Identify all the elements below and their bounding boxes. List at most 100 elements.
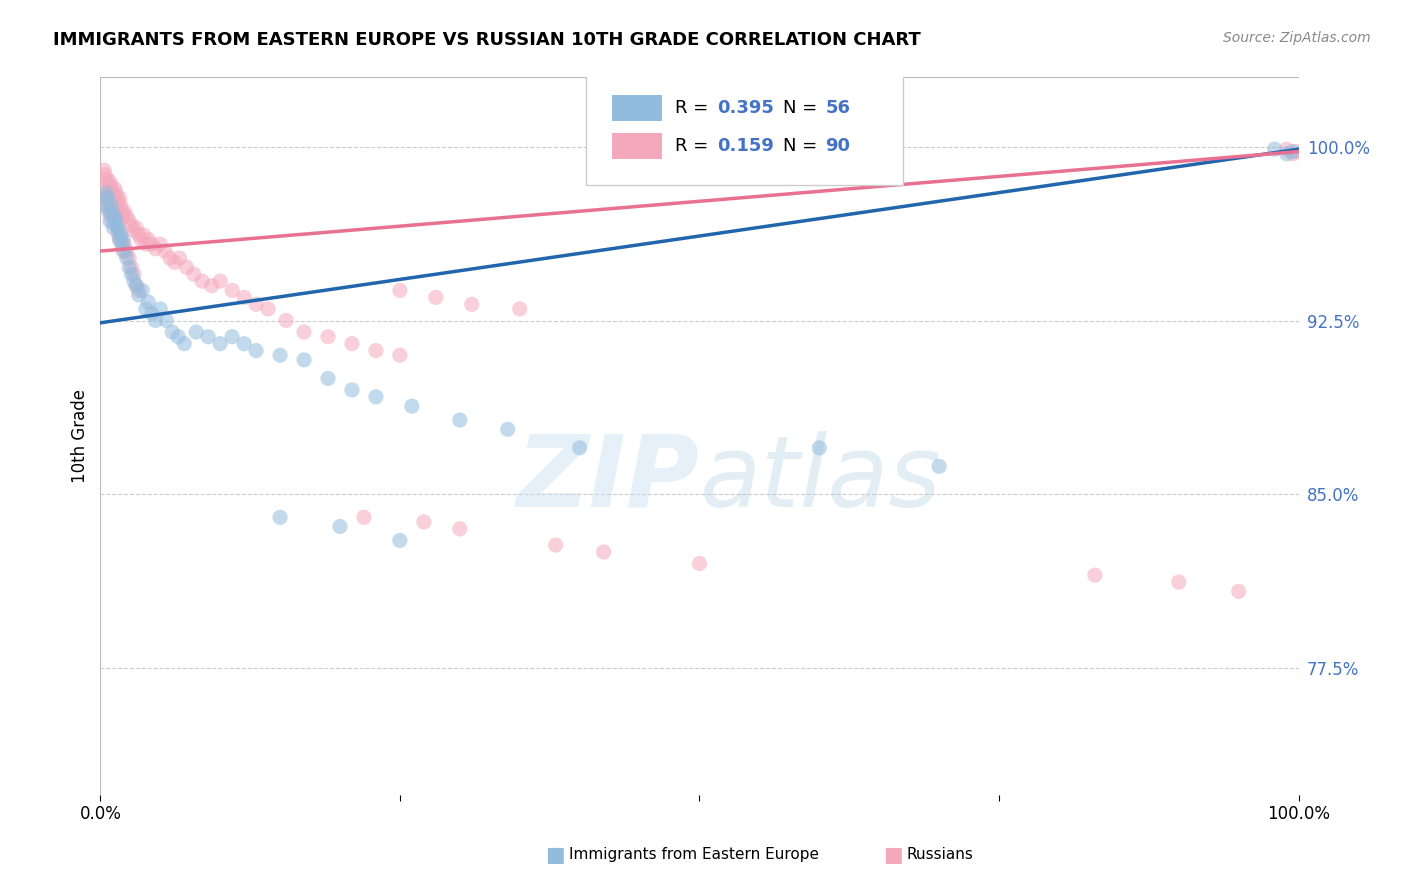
FancyBboxPatch shape (612, 95, 662, 121)
Point (233, 336, 256, 351)
Point (129, 232, 152, 246)
Point (101, 204, 124, 219)
Point (155, 313, 177, 327)
Point (96, 191, 118, 205)
Point (96, 186, 118, 201)
Point (105, 221, 128, 235)
Point (1281, 145, 1303, 159)
Point (122, 274, 145, 288)
Text: Russians: Russians (907, 847, 974, 862)
Point (167, 329, 190, 343)
Point (292, 325, 315, 339)
Point (340, 383, 363, 397)
Point (1264, 142, 1286, 156)
Point (100, 210, 122, 224)
Point (98, 204, 121, 219)
Point (110, 198, 132, 212)
Point (388, 348, 411, 362)
Point (101, 214, 124, 228)
Text: ■: ■ (546, 845, 565, 864)
Text: atlas: atlas (699, 431, 941, 528)
Point (269, 510, 291, 524)
Point (1275, 142, 1298, 156)
Point (461, 297, 484, 311)
Point (449, 413, 471, 427)
Point (496, 422, 519, 436)
Point (96, 198, 118, 212)
Point (364, 343, 387, 358)
Point (128, 227, 150, 242)
Point (136, 232, 159, 246)
Point (209, 336, 232, 351)
Point (201, 278, 224, 293)
Point (257, 301, 280, 316)
Point (108, 191, 131, 205)
Point (316, 329, 339, 343)
Point (121, 267, 143, 281)
Point (132, 227, 155, 242)
Point (449, 522, 471, 536)
Point (135, 301, 157, 316)
Point (128, 288, 150, 302)
Point (329, 519, 352, 533)
Point (141, 307, 163, 321)
Point (135, 237, 157, 252)
Text: N =: N = (783, 99, 824, 117)
Point (118, 251, 141, 265)
Point (112, 204, 135, 219)
Text: 90: 90 (825, 136, 851, 154)
Point (221, 329, 243, 343)
FancyBboxPatch shape (612, 133, 662, 159)
Point (103, 191, 125, 205)
Y-axis label: 10th Grade: 10th Grade (72, 389, 89, 483)
Point (340, 336, 363, 351)
Point (93, 198, 115, 212)
Point (1227, 584, 1250, 599)
Point (128, 284, 150, 298)
Point (108, 232, 131, 246)
Point (221, 284, 243, 298)
Point (107, 223, 129, 237)
Text: R =: R = (675, 99, 714, 117)
Point (131, 284, 153, 298)
Text: 0.395: 0.395 (717, 99, 775, 117)
Text: ■: ■ (883, 845, 903, 864)
Point (122, 223, 145, 237)
Text: Immigrants from Eastern Europe: Immigrants from Eastern Europe (569, 847, 820, 862)
Point (688, 557, 710, 571)
Point (269, 348, 291, 362)
Point (245, 343, 267, 358)
Point (110, 227, 132, 242)
Point (316, 371, 339, 385)
Point (103, 204, 125, 219)
Point (111, 237, 134, 252)
Point (808, 441, 831, 455)
Point (544, 538, 567, 552)
Point (104, 210, 127, 224)
Point (191, 274, 214, 288)
Point (105, 191, 128, 205)
Point (94, 168, 117, 182)
Point (101, 186, 124, 201)
Point (98, 175, 121, 189)
Point (145, 313, 167, 327)
Text: R =: R = (675, 136, 714, 154)
Point (153, 244, 176, 258)
Point (209, 274, 232, 288)
Point (111, 204, 134, 219)
Point (425, 290, 447, 304)
Point (112, 244, 135, 258)
Point (97, 198, 120, 212)
Point (118, 214, 141, 228)
Point (96, 172, 118, 186)
Point (274, 313, 297, 327)
Point (112, 244, 135, 258)
Point (121, 260, 143, 275)
Point (509, 301, 531, 316)
Point (245, 297, 267, 311)
Point (97, 181, 120, 195)
Point (1285, 145, 1308, 159)
Point (100, 179, 122, 194)
Point (125, 278, 148, 293)
Point (159, 251, 181, 265)
